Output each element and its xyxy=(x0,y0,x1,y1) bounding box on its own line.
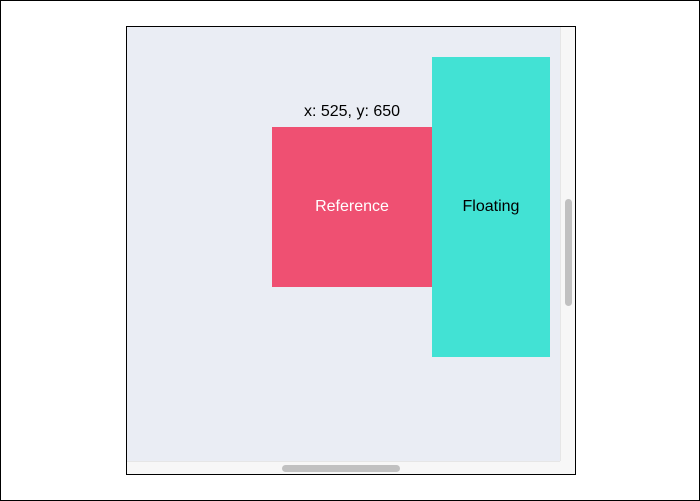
vertical-scrollbar-thumb[interactable] xyxy=(565,199,572,306)
scroll-viewport[interactable]: x: 525, y: 650 Reference Floating xyxy=(127,27,560,461)
floating-box: Floating xyxy=(432,57,550,357)
horizontal-scrollbar-thumb[interactable] xyxy=(282,465,400,472)
coordinates-readout: x: 525, y: 650 xyxy=(303,103,401,120)
reference-box[interactable]: Reference xyxy=(272,127,432,287)
vertical-scrollbar[interactable] xyxy=(560,27,575,461)
reference-label: Reference xyxy=(315,198,389,215)
horizontal-scrollbar[interactable] xyxy=(127,461,560,474)
scroll-container[interactable]: x: 525, y: 650 Reference Floating xyxy=(126,26,576,475)
scrollbar-corner xyxy=(560,461,575,474)
floating-label: Floating xyxy=(462,198,520,215)
